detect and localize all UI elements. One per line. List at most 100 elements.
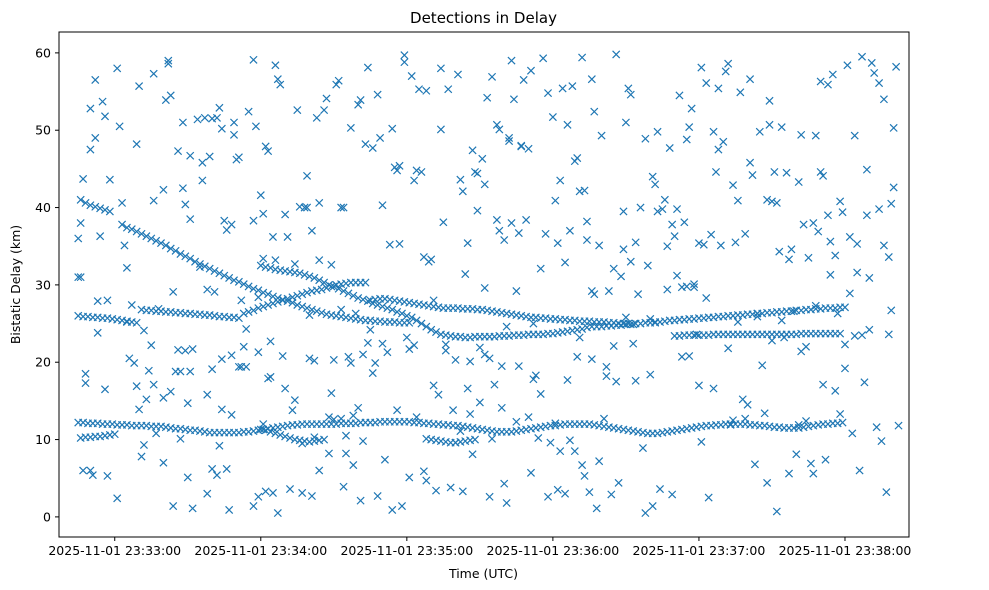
data-point <box>470 435 480 444</box>
data-point <box>378 201 387 210</box>
data-point <box>159 185 168 194</box>
data-point <box>855 466 864 475</box>
data-point <box>709 127 718 136</box>
data-point <box>811 131 820 140</box>
data-point <box>332 80 341 89</box>
data-point <box>356 496 365 505</box>
data-point <box>833 309 842 318</box>
data-point <box>887 306 896 315</box>
data-point <box>697 63 706 72</box>
data-point <box>802 416 811 426</box>
data-point <box>422 86 431 95</box>
data-point <box>631 376 640 385</box>
data-point <box>497 403 506 412</box>
data-point <box>393 406 402 415</box>
data-point <box>346 123 355 132</box>
data-point <box>210 287 219 296</box>
data-point <box>178 118 187 127</box>
data-point <box>227 410 236 419</box>
data-point <box>266 372 275 381</box>
data-point <box>436 64 445 73</box>
data-point <box>677 352 686 361</box>
y-axis-label: Bistatic Delay (km) <box>8 225 23 344</box>
data-point <box>249 502 258 511</box>
data-point <box>76 218 85 228</box>
data-point <box>283 232 292 241</box>
data-point <box>578 324 587 333</box>
data-point <box>380 455 389 464</box>
data-point <box>417 167 426 177</box>
data-point <box>210 266 219 275</box>
data-point <box>680 218 689 227</box>
data-point <box>763 478 772 487</box>
data-point <box>432 328 441 337</box>
data-point <box>91 75 100 84</box>
data-point <box>98 97 107 106</box>
data-point <box>587 355 596 364</box>
data-point <box>195 263 204 272</box>
chart-title: Detections in Delay <box>410 9 557 27</box>
data-point <box>441 346 450 355</box>
data-point <box>728 181 738 190</box>
data-point <box>139 440 148 449</box>
data-point <box>378 302 387 311</box>
data-point <box>561 489 570 498</box>
data-point <box>758 361 767 370</box>
data-point <box>310 356 319 365</box>
data-point <box>322 283 331 293</box>
data-point <box>405 473 414 482</box>
data-point <box>344 289 353 298</box>
data-point <box>541 229 550 238</box>
data-point <box>456 427 465 436</box>
data-point <box>626 257 635 266</box>
data-point <box>229 118 239 127</box>
data-point <box>767 336 776 345</box>
data-point <box>181 200 190 209</box>
data-point <box>407 72 416 81</box>
data-point <box>687 104 696 113</box>
data-point <box>877 437 886 446</box>
data-point <box>217 405 226 414</box>
data-point <box>334 76 343 85</box>
data-point <box>93 328 102 337</box>
data-point <box>161 241 170 250</box>
data-point <box>268 299 277 308</box>
data-point <box>334 284 343 293</box>
data-point <box>193 115 202 124</box>
data-point <box>383 348 392 357</box>
data-point <box>103 296 112 305</box>
data-point <box>337 414 346 423</box>
data-point <box>271 256 280 265</box>
data-point <box>573 352 582 361</box>
data-point <box>249 55 258 64</box>
data-point <box>514 362 523 371</box>
data-point <box>363 63 372 72</box>
data-point <box>531 371 540 380</box>
data-point <box>105 207 114 216</box>
data-point <box>290 396 299 405</box>
data-point <box>682 135 691 144</box>
data-point <box>310 433 319 442</box>
data-point <box>393 307 402 316</box>
data-point <box>836 197 845 206</box>
data-point <box>339 287 348 296</box>
data-point <box>879 95 888 104</box>
data-point <box>142 232 151 241</box>
data-point <box>144 366 153 375</box>
data-point <box>770 167 779 177</box>
data-point <box>203 390 212 399</box>
data-point <box>736 88 745 97</box>
data-point <box>290 259 299 269</box>
data-point <box>853 239 862 248</box>
data-point <box>806 459 815 468</box>
data-point <box>254 286 263 295</box>
data-point <box>857 331 867 340</box>
data-point <box>298 302 307 311</box>
data-point <box>602 372 611 381</box>
data-point <box>765 120 774 129</box>
data-point <box>595 241 604 250</box>
data-point <box>582 217 591 226</box>
data-point <box>419 467 428 476</box>
data-point <box>142 395 151 404</box>
